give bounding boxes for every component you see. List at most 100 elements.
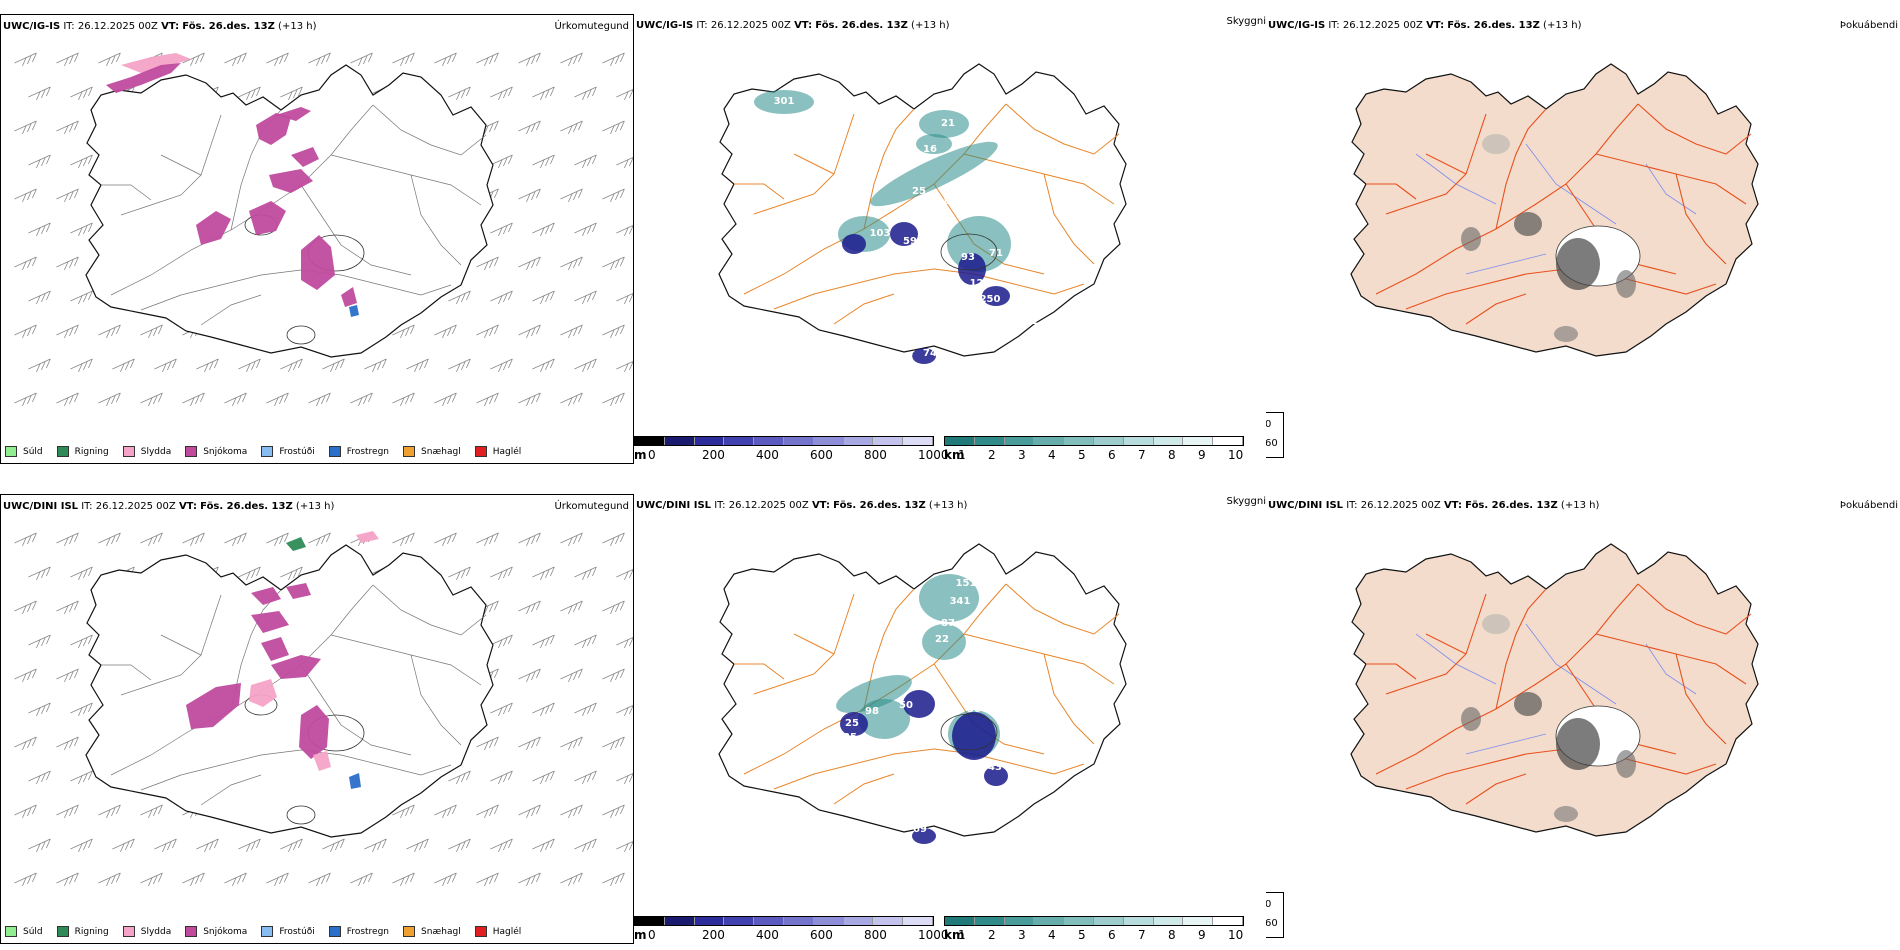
road <box>1366 663 1417 680</box>
wind-barb <box>308 52 331 67</box>
wind-barb <box>434 52 457 67</box>
wind-barb <box>560 736 583 751</box>
legend-item: Slydda <box>122 446 171 457</box>
ceiling-value-label: 93 <box>961 252 975 263</box>
wind-barb <box>560 52 583 67</box>
precip-area <box>349 305 359 317</box>
wind-barb <box>476 736 499 751</box>
cloud-map: 301 21 16 25 985 12 103 59 93 71 120 250 42 281 74 3 <box>718 63 1127 364</box>
ceiling-area <box>842 234 866 254</box>
wind-barb <box>392 804 415 819</box>
wind-barb <box>238 566 261 581</box>
panel-title: Þokuábendi <box>1839 20 1898 31</box>
colorbar-tick: 4 <box>1048 448 1056 462</box>
wind-barb <box>280 358 303 373</box>
wind-barb <box>154 838 177 853</box>
road <box>773 268 1085 310</box>
legend-item: Snjókoma <box>185 446 247 457</box>
legend-label: Slydda <box>140 926 172 937</box>
wind-barb <box>532 566 555 581</box>
legend-swatch <box>474 926 487 937</box>
road <box>1375 103 1639 295</box>
ceiling-value-label: 25 <box>845 718 859 729</box>
wind-barb <box>518 804 541 819</box>
wind-barb <box>476 872 499 887</box>
wind-barb <box>490 358 513 373</box>
wind-barb <box>602 804 625 819</box>
ceiling-colorbar: m 0 200 400 600 800 1000 <box>634 916 949 944</box>
colorbar-tick: 400 <box>756 928 779 942</box>
wind-barb <box>574 634 597 649</box>
fog-legend: 0 60 <box>1266 412 1284 458</box>
wind-barb <box>70 358 93 373</box>
wind-barb <box>532 154 555 169</box>
precip-area <box>349 773 361 789</box>
wind-barb <box>490 702 513 717</box>
wind-barb <box>28 838 51 853</box>
legend-item: Frostúði <box>261 926 315 937</box>
road <box>1005 583 1120 635</box>
ceiling-value-label: 16 <box>923 144 937 155</box>
wind-barb <box>560 668 583 683</box>
wind-barb <box>602 872 625 887</box>
road <box>1465 293 1527 325</box>
colorbar-step <box>754 917 784 925</box>
glacier-outline <box>940 233 998 271</box>
colorbar-tick: 2 <box>988 448 996 462</box>
legend-item: Snæhagl <box>403 446 461 457</box>
legend-label: Snæhagl <box>421 446 461 457</box>
colorbar-step <box>974 437 1005 445</box>
road <box>1005 103 1120 155</box>
precip-map <box>14 531 633 887</box>
colorbar-gradient <box>634 436 934 446</box>
wind-barb <box>28 358 51 373</box>
wind-barb <box>518 668 541 683</box>
wind-barb <box>490 222 513 237</box>
wind-barb <box>560 804 583 819</box>
colorbar-step <box>1183 917 1214 925</box>
wind-barb <box>532 770 555 785</box>
wind-barb <box>182 532 205 547</box>
river <box>1645 643 1697 695</box>
wind-barb <box>602 600 625 615</box>
panel-title: Skyggni <box>1226 496 1266 507</box>
wind-barb <box>434 392 457 407</box>
colorbar-step <box>694 437 725 445</box>
legend-swatch <box>122 926 135 937</box>
legend-label: Haglél <box>492 446 522 457</box>
wind-barb <box>532 634 555 649</box>
road <box>773 748 1085 790</box>
ceiling-value-label: 21 <box>941 118 955 129</box>
wind-barb <box>574 86 597 101</box>
ceiling-area <box>958 253 986 285</box>
fog-area <box>1556 718 1600 770</box>
wind-barb <box>602 532 625 547</box>
colorbar-tick: 3 <box>1018 928 1026 942</box>
wind-barb <box>574 702 597 717</box>
wind-barb <box>308 532 331 547</box>
colorbar-unit: km <box>944 448 965 462</box>
wind-barb <box>56 392 79 407</box>
wind-barb <box>28 154 51 169</box>
precip-area <box>121 53 191 73</box>
cloud-panel-row2: UWC/DINI ISL IT: 26.12.2025 00Z VT: Fös.… <box>634 494 1266 944</box>
river <box>1645 163 1697 215</box>
legend-item: Rigning <box>56 926 109 937</box>
fog-area <box>1461 227 1481 251</box>
road <box>1495 108 1547 230</box>
legend-swatch <box>5 446 17 457</box>
wind-barb <box>392 324 415 339</box>
colorbar-step <box>1064 437 1094 445</box>
road <box>230 589 282 711</box>
wind-barb <box>574 838 597 853</box>
wind-barb <box>406 358 429 373</box>
colorbar-tick: 200 <box>702 448 725 462</box>
wind-barb <box>616 568 633 581</box>
colorbar-tick: 600 <box>810 448 833 462</box>
iceland-outline <box>85 64 494 358</box>
wind-barb <box>14 804 37 819</box>
wind-barb <box>490 566 513 581</box>
iceland-land <box>1350 63 1759 357</box>
wind-barb <box>490 838 513 853</box>
wind-barb <box>560 872 583 887</box>
